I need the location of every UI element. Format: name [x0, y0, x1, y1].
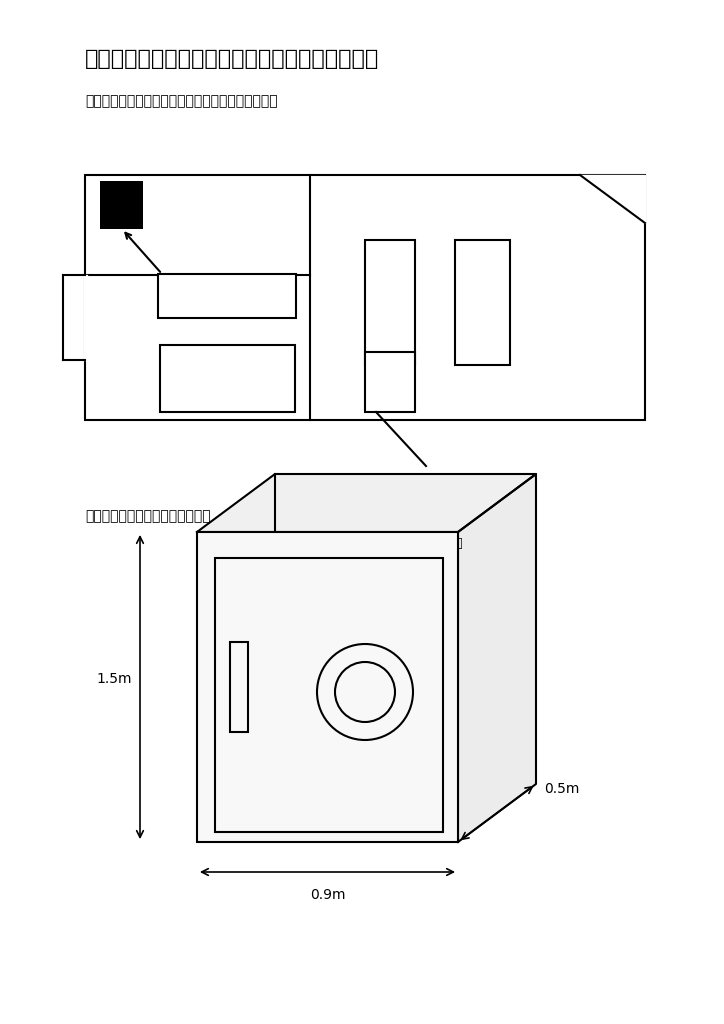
- Bar: [158, 274, 296, 318]
- Text: 0.9m: 0.9m: [310, 888, 345, 902]
- Circle shape: [335, 662, 395, 722]
- Bar: [215, 558, 443, 831]
- Bar: [197, 532, 458, 842]
- Text: 0.5m: 0.5m: [544, 782, 579, 796]
- Text: 営業所の平面図及び麻薬保管庫の立面図（例示）: 営業所の平面図及び麻薬保管庫の立面図（例示）: [85, 49, 379, 69]
- Bar: [160, 345, 295, 412]
- Bar: [365, 352, 415, 412]
- Polygon shape: [580, 175, 645, 223]
- Bar: [85, 175, 645, 420]
- Polygon shape: [458, 474, 536, 842]
- Bar: [365, 240, 415, 365]
- Polygon shape: [197, 474, 536, 532]
- Circle shape: [317, 644, 413, 740]
- Bar: [230, 642, 248, 732]
- Bar: [100, 181, 143, 229]
- Bar: [455, 240, 510, 365]
- Text: 【保管設備の立体図（記載例）】: 【保管設備の立体図（記載例）】: [85, 509, 211, 523]
- Text: 1.5m: 1.5m: [96, 672, 132, 686]
- Text: 【麻薬の保管設備の位置を示す平面図（記載例）】: 【麻薬の保管設備の位置を示す平面図（記載例）】: [85, 94, 277, 108]
- Text: ダイヤル鍵式麻薬保管庫（ボルトで下部を固定している。）: ダイヤル鍵式麻薬保管庫（ボルトで下部を固定している。）: [261, 537, 463, 550]
- Polygon shape: [83, 275, 86, 360]
- Text: 麻薬金庫: 麻薬金庫: [209, 283, 245, 298]
